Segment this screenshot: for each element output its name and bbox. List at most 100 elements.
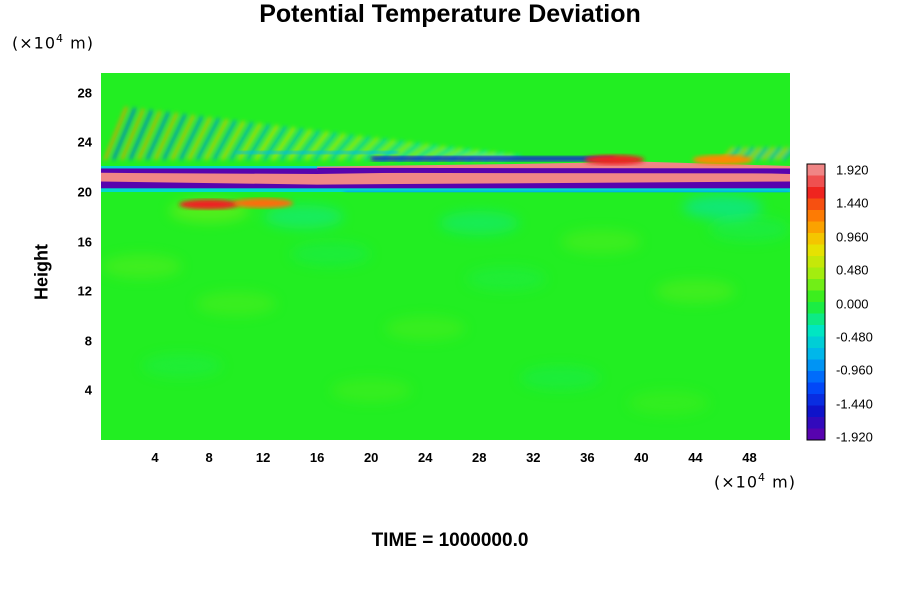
colorbar-swatch	[807, 302, 825, 314]
wave-streak	[154, 112, 179, 161]
colorbar-tick-label: -0.960	[836, 362, 873, 378]
wave-streak	[120, 108, 145, 161]
positive-band	[101, 170, 790, 185]
field-blob	[142, 353, 223, 378]
x-tick-label: 28	[472, 450, 487, 465]
y-tick-label: 4	[84, 382, 92, 398]
colorbar-tick-label: 1.440	[836, 195, 869, 211]
colorbar-tick-label: -0.480	[836, 329, 873, 345]
field-blob	[682, 194, 763, 219]
negative-streak	[344, 189, 790, 194]
field-background	[101, 73, 790, 440]
wave-streak	[263, 125, 287, 161]
colorbar-tick-label: 0.960	[836, 229, 869, 245]
x-tick-label: 12	[255, 450, 271, 465]
field-blob	[628, 390, 709, 415]
field-blob	[101, 254, 182, 279]
time-label: TIME = 1000000.0	[371, 530, 529, 551]
wave-streak	[338, 135, 363, 161]
x-axis-unit: (×104 m)	[714, 471, 796, 492]
field-blob	[655, 279, 736, 304]
wave-streak	[137, 110, 162, 161]
wave-streak	[782, 150, 790, 161]
wave-streak	[347, 136, 371, 161]
colorbar-swatch	[807, 267, 825, 280]
wave-streak	[221, 120, 245, 161]
y-tick-label: 28	[77, 85, 92, 101]
x-tick-label: 20	[363, 450, 379, 465]
wave-streak	[170, 114, 195, 161]
x-tick-label: 4	[151, 450, 159, 465]
colorbar	[806, 163, 826, 441]
x-tick-label: 24	[418, 450, 433, 465]
wave-streak	[748, 146, 762, 161]
y-tick-label: 8	[84, 333, 92, 349]
plot-area	[101, 73, 790, 440]
x-tick-label: 16	[309, 450, 325, 465]
wave-streak	[775, 146, 789, 161]
wave-streak	[288, 129, 312, 161]
wave-streak	[229, 121, 254, 161]
wave-streak	[196, 117, 220, 161]
colorbar-tick-label: -1.920	[836, 429, 873, 445]
wave-streak	[204, 118, 229, 161]
field-blob	[263, 204, 344, 229]
colorbar-swatch	[807, 348, 825, 360]
wave-streak	[279, 127, 304, 161]
y-tick-label: 24	[77, 134, 92, 150]
x-tick-label: 36	[580, 450, 595, 465]
wave-streak	[271, 126, 296, 161]
wave-streak	[145, 111, 170, 161]
colorbar-swatch	[807, 359, 825, 372]
wave-streak	[762, 146, 775, 161]
colorbar-swatch	[807, 405, 825, 418]
wave-streak	[187, 116, 212, 161]
x-tick-label: 32	[526, 450, 541, 465]
wave-streak	[305, 131, 329, 161]
wave-streak	[355, 137, 379, 161]
colorbar-swatch	[807, 313, 825, 326]
warm-patch	[584, 154, 645, 165]
wave-streak	[179, 115, 204, 161]
colorbar-swatch	[807, 221, 825, 234]
colorbar-tick-label: -1.440	[836, 396, 873, 412]
wave-streak	[103, 106, 128, 161]
x-tick-label: 44	[688, 450, 703, 465]
colorbar-swatch	[807, 256, 825, 268]
colorbar-swatch	[807, 198, 825, 211]
colorbar-swatch	[807, 428, 825, 441]
y-axis-unit: (×104 m)	[12, 32, 94, 53]
wave-streak	[129, 109, 153, 161]
wave-streak	[330, 134, 354, 161]
field-blob	[709, 217, 790, 242]
x-tick-label: 40	[634, 450, 649, 465]
wave-streak	[212, 119, 237, 161]
negative-streak	[236, 151, 399, 155]
warm-patch	[692, 154, 753, 165]
y-tick-label: 16	[77, 234, 92, 250]
colorbar-frame	[806, 163, 826, 441]
field-blob	[520, 366, 601, 391]
x-tick-label: 48	[742, 450, 757, 465]
y-tick-label: 12	[77, 283, 92, 299]
wave-streak	[363, 138, 388, 161]
x-tick-label: 8	[205, 450, 213, 465]
warm-patch	[233, 198, 294, 209]
chart-title: Potential Temperature Deviation	[259, 0, 641, 28]
colorbar-swatch	[807, 210, 825, 222]
warm-patch	[179, 199, 240, 210]
field-blob	[439, 211, 520, 236]
negative-streak	[371, 156, 615, 162]
field-blob	[385, 316, 466, 341]
colorbar-swatch	[807, 336, 825, 349]
colorbar-swatch	[807, 382, 825, 395]
field-blob	[466, 266, 547, 291]
colorbar-swatch	[807, 394, 825, 406]
wave-streak	[321, 133, 346, 161]
field-blob	[196, 291, 277, 316]
field-blob	[331, 378, 412, 403]
colorbar-swatch	[807, 164, 825, 176]
wave-streak	[162, 113, 187, 161]
wave-streak	[313, 132, 338, 161]
